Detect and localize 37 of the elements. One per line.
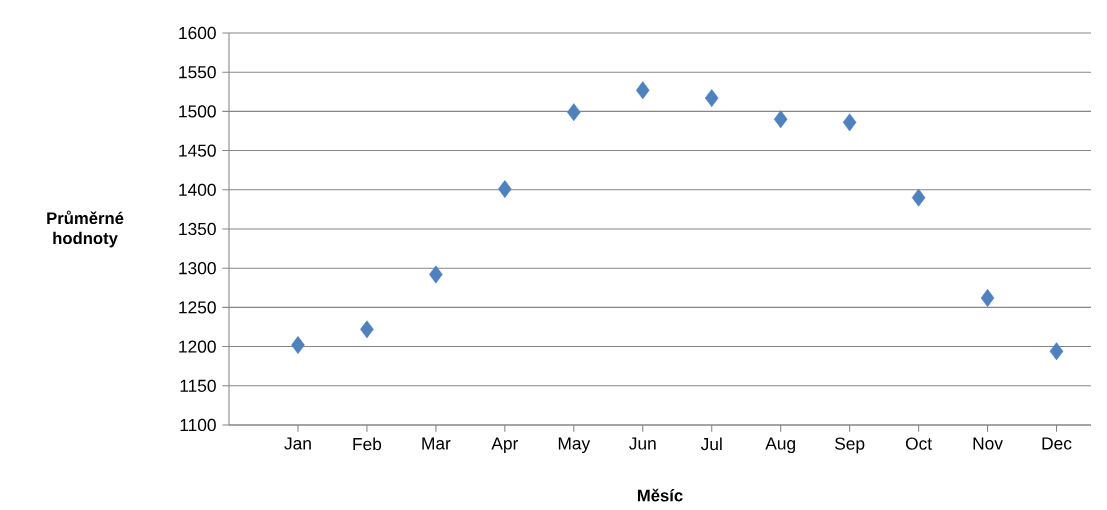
y-tick-label: 1150 — [180, 379, 216, 392]
y-tick-label: 1350 — [179, 222, 216, 236]
point — [291, 336, 305, 354]
point — [911, 188, 926, 207]
y-tick-label: 1600 — [179, 26, 216, 40]
x-tick-label: Aug — [765, 437, 795, 453]
x-tick-label: Apr — [491, 437, 519, 453]
x-tick-label: Oct — [905, 437, 932, 450]
point — [980, 289, 995, 307]
point — [567, 103, 581, 122]
x-tick-label: Sep — [835, 437, 865, 454]
point — [704, 89, 719, 107]
x-tick-label: Feb — [353, 437, 382, 451]
point — [635, 81, 650, 100]
point — [842, 113, 857, 132]
point — [773, 110, 788, 129]
y-tick-label: 1300 — [179, 262, 216, 275]
x-tick-label: Jun — [629, 437, 656, 450]
point — [1049, 342, 1064, 361]
x-tick-label: Nov — [973, 437, 1003, 450]
y-tick-label: 1500 — [179, 105, 216, 118]
x-tick-label: Jan — [284, 437, 311, 450]
y-tick-label: 1200 — [179, 340, 216, 353]
y-tick-label: 1100 — [180, 418, 216, 432]
x-tick-label: Mar — [422, 437, 451, 450]
x-tick-label: May — [558, 437, 591, 453]
x-axis-title: Měsíc — [637, 488, 683, 502]
point — [429, 265, 443, 284]
y-tick-label: 1550 — [179, 66, 216, 79]
y-axis-title: Průměrné hodnoty — [47, 210, 124, 248]
y-tick-label: 1450 — [179, 144, 216, 157]
x-tick-label: Jul — [700, 437, 722, 451]
y-tick-label: 1400 — [179, 183, 216, 196]
point — [498, 180, 512, 198]
x-tick-label: Dec — [1042, 437, 1072, 450]
point — [360, 320, 374, 339]
y-tick-label: 1250 — [179, 301, 216, 314]
